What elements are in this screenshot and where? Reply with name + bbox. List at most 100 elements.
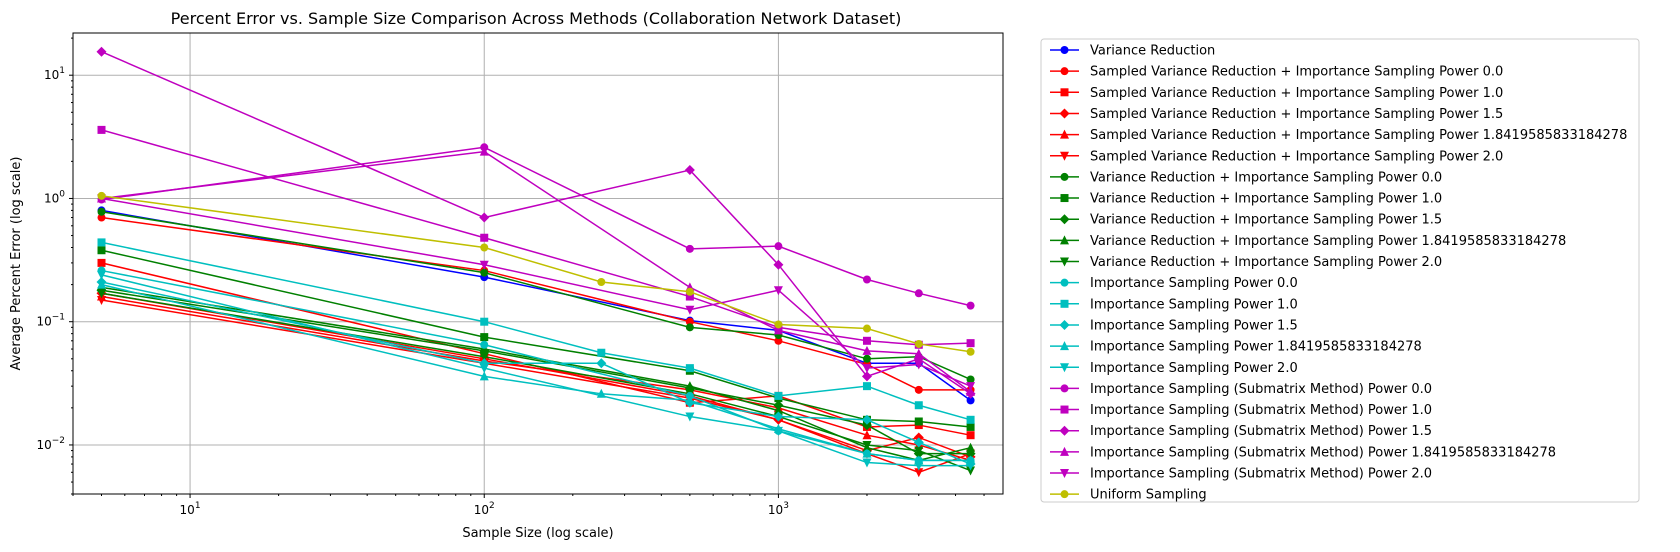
legend-entry: Importance Sampling Power 2.0 (1050, 361, 1298, 376)
data-point (862, 345, 872, 355)
legend-label: Importance Sampling Power 1.5 (1090, 318, 1298, 333)
legend-entry: Sampled Variance Reduction + Importance … (1050, 107, 1503, 122)
x-axis-label: Sample Size (log scale) (462, 526, 613, 541)
data-point (97, 246, 106, 255)
data-point (862, 440, 872, 450)
data-point (862, 448, 872, 458)
y-tick-label: 10−1 (36, 313, 65, 329)
data-point (480, 243, 489, 252)
data-point (913, 437, 924, 448)
data-point (914, 360, 924, 370)
data-point (479, 212, 490, 223)
data-point (685, 381, 695, 391)
legend-label: Variance Reduction + Importance Sampling… (1090, 170, 1442, 185)
legend-marker (1060, 172, 1069, 181)
legend: Variance Reduction Sampled Variance Reduc… (1040, 38, 1640, 503)
data-point (966, 422, 975, 431)
data-point (914, 468, 924, 478)
legend-marker (1059, 425, 1070, 436)
data-point (862, 382, 871, 391)
data-point (914, 339, 923, 348)
legend-entry: Importance Sampling (Submatrix Method) P… (1050, 403, 1432, 418)
data-point (966, 301, 975, 310)
legend-entry: Sampled Variance Reduction + Importance … (1050, 65, 1503, 80)
legend-entry: Variance Reduction + Importance Sampling… (1050, 255, 1442, 270)
x-tick-label: 103 (768, 501, 789, 517)
legend-entry: Importance Sampling (Submatrix Method) P… (1050, 445, 1556, 460)
chart-title: Percent Error vs. Sample Size Comparison… (171, 9, 902, 28)
data-point (862, 275, 871, 284)
x-tick-label: 101 (180, 501, 201, 517)
legend-marker (1060, 257, 1069, 267)
data-point (684, 165, 695, 176)
data-point (774, 391, 783, 400)
data-point (914, 401, 923, 410)
legend-marker (1060, 363, 1069, 373)
data-point (774, 242, 783, 251)
y-tick-label: 101 (44, 66, 65, 82)
data-point (480, 268, 489, 277)
legend-label: Importance Sampling Power 1.841958583318… (1090, 340, 1422, 355)
data-point (862, 364, 872, 374)
data-point (914, 348, 924, 358)
legend-entry: Variance Reduction + Importance Sampling… (1050, 170, 1442, 185)
plot-frame (72, 32, 1004, 495)
legend-label: Importance Sampling Power 2.0 (1090, 361, 1298, 376)
data-point (773, 286, 783, 296)
data-point (597, 348, 606, 357)
series-17 (97, 143, 975, 310)
data-point (862, 430, 872, 440)
data-point (773, 426, 783, 436)
data-point (480, 333, 489, 342)
legend-label: Sampled Variance Reduction + Importance … (1090, 128, 1627, 143)
legend-entry: Importance Sampling Power 1.841958583318… (1050, 340, 1422, 355)
data-point (479, 260, 489, 270)
data-point (914, 461, 924, 471)
data-point (97, 296, 107, 306)
legend-label: Importance Sampling (Submatrix Method) P… (1090, 403, 1432, 418)
legend-marker (1059, 214, 1070, 225)
data-point (685, 287, 694, 296)
data-point (966, 442, 976, 452)
legend-entry: Importance Sampling (Submatrix Method) P… (1050, 467, 1432, 482)
data-point (685, 412, 695, 422)
legend-marker (1060, 469, 1069, 478)
series-line (101, 241, 971, 421)
data-point (685, 305, 695, 315)
legend-label: Variance Reduction + Importance Sampling… (1090, 192, 1442, 207)
legend-entry: Importance Sampling (Submatrix Method) P… (1050, 382, 1432, 397)
series-line (101, 129, 971, 346)
legend-marker (1060, 129, 1069, 139)
legend-marker (1060, 46, 1069, 54)
data-point (685, 244, 694, 253)
data-point (773, 325, 783, 335)
legend-label: Variance Reduction + Importance Sampling… (1090, 255, 1442, 270)
legend-marker (1060, 446, 1069, 456)
legend-label: Sampled Variance Reduction + Importance … (1090, 65, 1503, 80)
grid-lines (73, 33, 1003, 494)
data-point (773, 400, 784, 411)
legend-label: Importance Sampling (Submatrix Method) P… (1090, 445, 1556, 460)
data-point (596, 358, 607, 369)
series-21 (97, 194, 976, 392)
data-point (480, 340, 489, 349)
y-axis-ticks: 10−2 10−1 100 101 (36, 37, 73, 495)
data-point (685, 395, 695, 405)
data-point (479, 371, 489, 381)
legend-marker (1060, 88, 1069, 97)
legend-entry: Variance Reduction + Importance Sampling… (1050, 192, 1442, 207)
data-point (914, 446, 924, 456)
series-line (101, 286, 971, 462)
legend-entry: Importance Sampling Power 1.5 (1050, 318, 1298, 333)
data-point (914, 289, 923, 298)
plot-series (96, 46, 976, 478)
series-line (101, 281, 971, 465)
data-point (774, 320, 783, 329)
data-point (966, 396, 975, 405)
legend-label: Variance Reduction (1090, 44, 1215, 59)
data-point (97, 125, 106, 134)
data-point (914, 417, 923, 426)
series-22 (97, 191, 975, 356)
data-point (861, 420, 872, 431)
